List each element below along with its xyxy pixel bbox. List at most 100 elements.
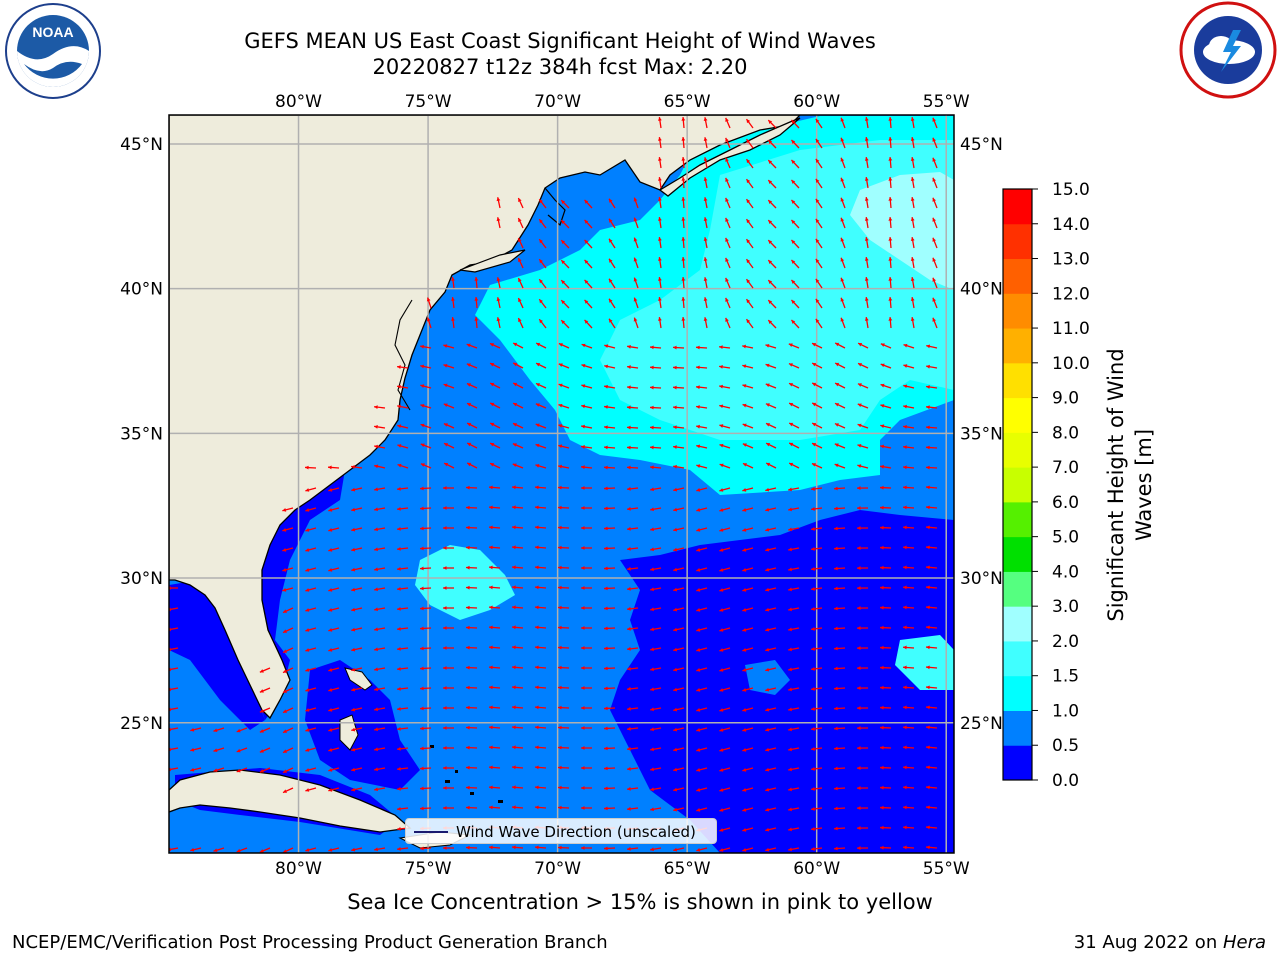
colorbar-segment <box>1003 432 1032 468</box>
wind-arrow <box>888 236 893 249</box>
wind-arrow <box>840 137 846 149</box>
wind-arrow <box>511 785 524 790</box>
wind-arrow <box>879 785 892 790</box>
wind-arrow <box>880 404 892 409</box>
wind-arrow <box>443 383 455 389</box>
wind-arrow <box>535 382 547 389</box>
wind-arrow <box>328 487 340 492</box>
wind-arrow <box>834 402 846 409</box>
wind-arrow <box>745 298 754 309</box>
wind-arrow <box>419 686 432 691</box>
wind-arrow <box>742 587 754 592</box>
wind-arrow <box>719 707 731 712</box>
wind-arrow <box>788 747 800 752</box>
wind-arrow <box>626 666 639 671</box>
lat-tick-label-left: 35°N <box>120 424 163 444</box>
wind-arrow <box>703 277 708 289</box>
wind-arrow <box>420 404 432 409</box>
wind-arrow <box>673 587 685 592</box>
wind-arrow <box>374 547 386 552</box>
wind-arrow <box>557 505 570 510</box>
wind-arrow <box>512 443 524 449</box>
wind-arrow <box>465 565 478 570</box>
wind-arrow <box>742 807 754 812</box>
wind-arrow <box>496 277 501 289</box>
wind-arrow <box>374 464 386 469</box>
wind-arrow <box>681 296 686 309</box>
wind-arrow <box>419 586 432 591</box>
wind-arrow <box>511 505 524 510</box>
colorbar-tick-label: 12.0 <box>1052 284 1090 304</box>
wind-arrow <box>442 686 455 690</box>
wind-arrow <box>695 365 708 370</box>
lon-tick-label-top: 80°W <box>275 92 322 112</box>
wind-arrow <box>742 567 754 572</box>
wind-arrow <box>833 546 846 551</box>
wind-arrow <box>259 747 271 753</box>
wind-arrow <box>538 258 547 269</box>
wind-arrow <box>580 566 593 570</box>
wind-arrow <box>925 525 938 530</box>
wind-arrow <box>534 665 547 670</box>
wind-arrow <box>328 767 340 772</box>
wind-arrow <box>815 138 823 149</box>
wind-arrow <box>626 846 639 851</box>
wind-arrow <box>466 402 478 409</box>
wind-arrow <box>811 547 823 551</box>
wind-arrow <box>560 239 570 249</box>
colorbar-segment <box>1003 467 1032 503</box>
wind-arrow <box>442 526 455 530</box>
wind-arrow <box>840 197 846 209</box>
colorbar-tick-label: 3.0 <box>1052 597 1079 617</box>
wind-arrow <box>673 667 685 672</box>
wind-arrow <box>811 707 823 711</box>
wind-arrow <box>765 847 777 852</box>
wind-arrow <box>489 462 501 469</box>
wind-arrow <box>396 706 409 711</box>
colorbar-tick-label: 10.0 <box>1052 354 1090 374</box>
wind-arrow <box>879 705 892 710</box>
wind-arrow <box>790 259 800 269</box>
wind-arrow <box>442 666 455 670</box>
wind-arrow <box>658 177 662 189</box>
wind-arrow <box>903 364 915 369</box>
wind-arrow <box>580 726 593 730</box>
wind-arrow <box>213 747 225 753</box>
wind-arrow <box>649 425 662 430</box>
wind-arrow <box>742 647 754 652</box>
wind-arrow <box>673 547 685 552</box>
wind-arrow <box>442 546 455 550</box>
lon-tick-label-bottom: 70°W <box>534 859 581 879</box>
wind-arrow <box>811 847 823 851</box>
wind-arrow <box>834 422 846 429</box>
wind-arrow <box>442 506 455 510</box>
colorbar-segment <box>1003 362 1032 399</box>
wind-arrow <box>765 487 777 492</box>
wind-arrow <box>703 117 708 129</box>
wind-arrow <box>925 465 938 470</box>
colorbar-label-line2: Waves [m] <box>1132 429 1156 541</box>
wind-arrow <box>650 847 662 852</box>
wind-arrow <box>511 705 524 710</box>
wind-arrow <box>864 197 869 209</box>
wind-arrow <box>626 766 639 771</box>
wind-arrow <box>584 299 593 309</box>
wind-arrow <box>282 587 294 592</box>
wind-arrow <box>328 647 340 652</box>
footer-date: 31 Aug 2022 on Hera <box>1074 932 1266 953</box>
wind-arrow <box>658 117 662 129</box>
wind-arrow <box>703 157 708 169</box>
colorbar-tick-label: 9.0 <box>1052 389 1079 409</box>
wind-arrow <box>557 625 570 630</box>
wind-arrow <box>327 465 340 470</box>
colorbar-frame <box>1002 188 1033 781</box>
wind-arrow <box>328 707 340 712</box>
bahamas-low-waves <box>305 660 420 790</box>
wind-arrow <box>902 625 915 630</box>
wind-arrow <box>558 444 570 449</box>
wind-arrow <box>903 384 915 389</box>
colorbar-segment <box>1003 223 1032 260</box>
wind-arrow <box>649 465 662 470</box>
colorbar-segment <box>1003 606 1032 642</box>
wind-arrow <box>580 586 593 590</box>
